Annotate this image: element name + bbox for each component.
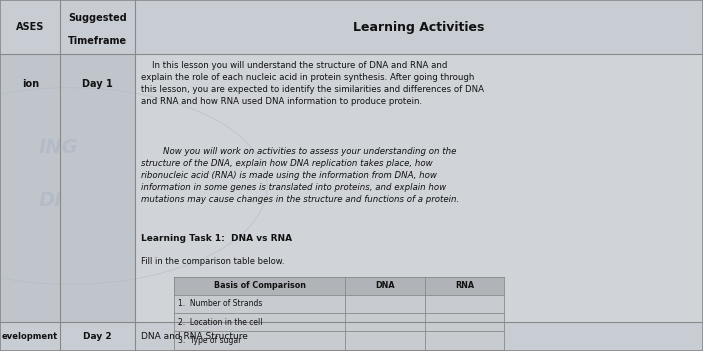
Bar [0,54,135,322]
Bar [174,313,504,331]
Text: RNA: RNA [455,281,474,290]
Text: Fill in the comparison table below.: Fill in the comparison table below. [141,257,284,266]
Bar [174,295,504,313]
Text: 1.  Number of Strands: 1. Number of Strands [178,299,262,309]
Text: Day 1: Day 1 [82,79,113,89]
Text: ion: ion [22,79,39,89]
Text: Learning Task 1:  DNA vs RNA: Learning Task 1: DNA vs RNA [141,234,292,244]
Text: evelopment: evelopment [2,332,58,341]
Text: Now you will work on activities to assess your understanding on the
structure of: Now you will work on activities to asses… [141,147,459,204]
Bar [0,0,703,54]
Bar [174,277,504,295]
Text: ING: ING [39,138,78,157]
Text: ASES: ASES [16,22,44,32]
Bar [174,350,504,351]
Bar [135,54,703,322]
Text: Suggested: Suggested [68,13,127,24]
Text: DI: DI [39,191,62,210]
Text: Learning Activities: Learning Activities [354,21,484,34]
Text: Day 2: Day 2 [84,332,112,341]
Bar [174,331,504,350]
Bar [0,322,703,351]
Text: In this lesson you will understand the structure of DNA and RNA and
explain the : In this lesson you will understand the s… [141,61,484,106]
Text: 3.  Type of sugar: 3. Type of sugar [178,336,241,345]
Text: 2.  Location in the cell: 2. Location in the cell [178,318,262,327]
Text: DNA and RNA Structure: DNA and RNA Structure [141,332,247,341]
Text: DNA: DNA [375,281,395,290]
Text: Timeframe: Timeframe [68,36,127,46]
Text: Basis of Comparison: Basis of Comparison [214,281,306,290]
